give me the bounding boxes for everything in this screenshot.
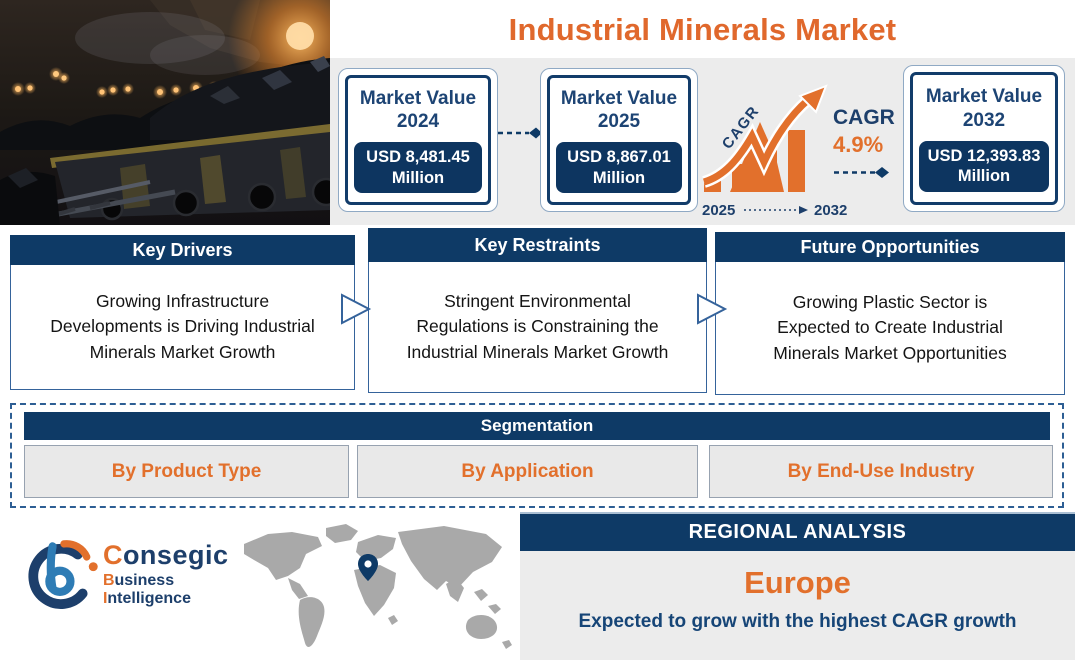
cagr-callout: CAGR 4.9% xyxy=(833,106,905,184)
market-value-label: Market Value xyxy=(925,86,1043,108)
logo-brand-name: Consegic xyxy=(103,540,236,571)
segment-by-application-button[interactable]: By Application xyxy=(357,445,698,498)
market-value-year: 2024 xyxy=(396,111,440,133)
market-value-year: 2025 xyxy=(597,111,641,133)
logo-subtitle-initial-1: B xyxy=(102,572,115,589)
regional-analysis-body: Europe Expected to grow with the highest… xyxy=(520,551,1075,660)
logo-subtitle-initial-2: I xyxy=(102,590,108,607)
market-value-label: Market Value xyxy=(560,87,678,109)
key-drivers-header: Key Drivers xyxy=(10,235,355,265)
logo-brand-initial: C xyxy=(102,540,123,570)
coal-mine-illustration xyxy=(0,0,372,228)
market-value-title: Market Value 2025 xyxy=(561,87,677,135)
market-value-year: 2032 xyxy=(962,109,1006,131)
cagr-label: CAGR xyxy=(833,106,895,129)
consegic-logo: Consegic Business Intelligence xyxy=(16,524,236,624)
cagr-end-year: 2032 xyxy=(814,202,847,219)
key-restraints-header: Key Restraints xyxy=(368,228,707,262)
market-value-card-2024-inner: Market Value 2024 USD 8,481.45 Million xyxy=(345,75,491,205)
future-opportunities-body: Growing Plastic Sector is Expected to Cr… xyxy=(715,262,1065,395)
world-map xyxy=(244,524,512,649)
market-value-pill: USD 8,481.45 Million xyxy=(353,142,483,194)
key-restraints-text: Stringent Environmental Regulations is C… xyxy=(406,290,669,362)
market-value-unit: Million xyxy=(592,168,646,187)
dashed-arrow-icon xyxy=(498,127,542,139)
market-value-card-2032: Market Value 2032 USD 12,393.83 Million xyxy=(903,65,1065,212)
market-value-amount: USD 8,867.01 xyxy=(567,148,671,167)
logo-brand-rest: onsegic xyxy=(122,540,229,570)
segment-by-end-use-industry-button[interactable]: By End-Use Industry xyxy=(709,445,1053,498)
cagr-value: 4.9% xyxy=(833,132,884,157)
chevron-right-icon xyxy=(697,293,728,325)
segmentation-section: Segmentation By Product Type By Applicat… xyxy=(10,403,1064,508)
regional-note: Expected to grow with the highest CAGR g… xyxy=(578,611,1017,632)
market-value-title: Market Value 2024 xyxy=(360,87,476,135)
key-drivers-body: Growing Infrastructure Developments is D… xyxy=(10,265,355,390)
key-drivers-text: Growing Infrastructure Developments is D… xyxy=(50,290,315,362)
dashed-arrow-icon xyxy=(834,167,889,178)
regional-analysis-header: REGIONAL ANALYSIS xyxy=(520,512,1075,551)
coal-mine-photo xyxy=(0,0,372,228)
market-value-card-2024: Market Value 2024 USD 8,481.45 Million xyxy=(338,68,498,212)
segmentation-header: Segmentation xyxy=(24,412,1050,440)
segment-by-product-type-button[interactable]: By Product Type xyxy=(24,445,349,498)
regional-region: Europe xyxy=(744,565,851,600)
market-value-card-2032-inner: Market Value 2032 USD 12,393.83 Million xyxy=(910,72,1058,205)
cagr-start-year: 2025 xyxy=(702,202,735,219)
market-value-amount: USD 8,481.45 xyxy=(366,148,470,167)
consegic-logo-text: Consegic Business Intelligence xyxy=(103,540,236,608)
logo-subtitle-part-2: ntelligence xyxy=(107,590,191,607)
market-value-pill: USD 8,867.01 Million xyxy=(555,142,683,194)
market-value-card-2025: Market Value 2025 USD 8,867.01 Million xyxy=(540,68,698,212)
market-value-card-2025-inner: Market Value 2025 USD 8,867.01 Million xyxy=(547,75,691,205)
market-value-pill: USD 12,393.83 Million xyxy=(918,140,1050,192)
market-value-title: Market Value 2032 xyxy=(926,85,1042,133)
market-value-unit: Million xyxy=(957,167,1011,186)
future-opportunities-text: Growing Plastic Sector is Expected to Cr… xyxy=(773,291,1007,363)
chevron-right-icon xyxy=(341,293,372,325)
market-value-unit: Million xyxy=(391,168,445,187)
logo-subtitle: Business Intelligence xyxy=(103,572,236,608)
future-opportunities-header: Future Opportunities xyxy=(715,232,1065,262)
cagr-growth-chart: CAGR 2025 2032 xyxy=(702,84,847,219)
logo-subtitle-part-1: usiness xyxy=(114,572,175,589)
market-value-amount: USD 12,393.83 xyxy=(927,146,1041,165)
key-restraints-body: Stringent Environmental Regulations is C… xyxy=(368,262,707,393)
market-stats-band: Market Value 2024 USD 8,481.45 Million M… xyxy=(330,58,1075,225)
market-value-label: Market Value xyxy=(359,87,477,109)
page-title: Industrial Minerals Market xyxy=(508,12,897,47)
consegic-logo-icon xyxy=(28,540,98,609)
